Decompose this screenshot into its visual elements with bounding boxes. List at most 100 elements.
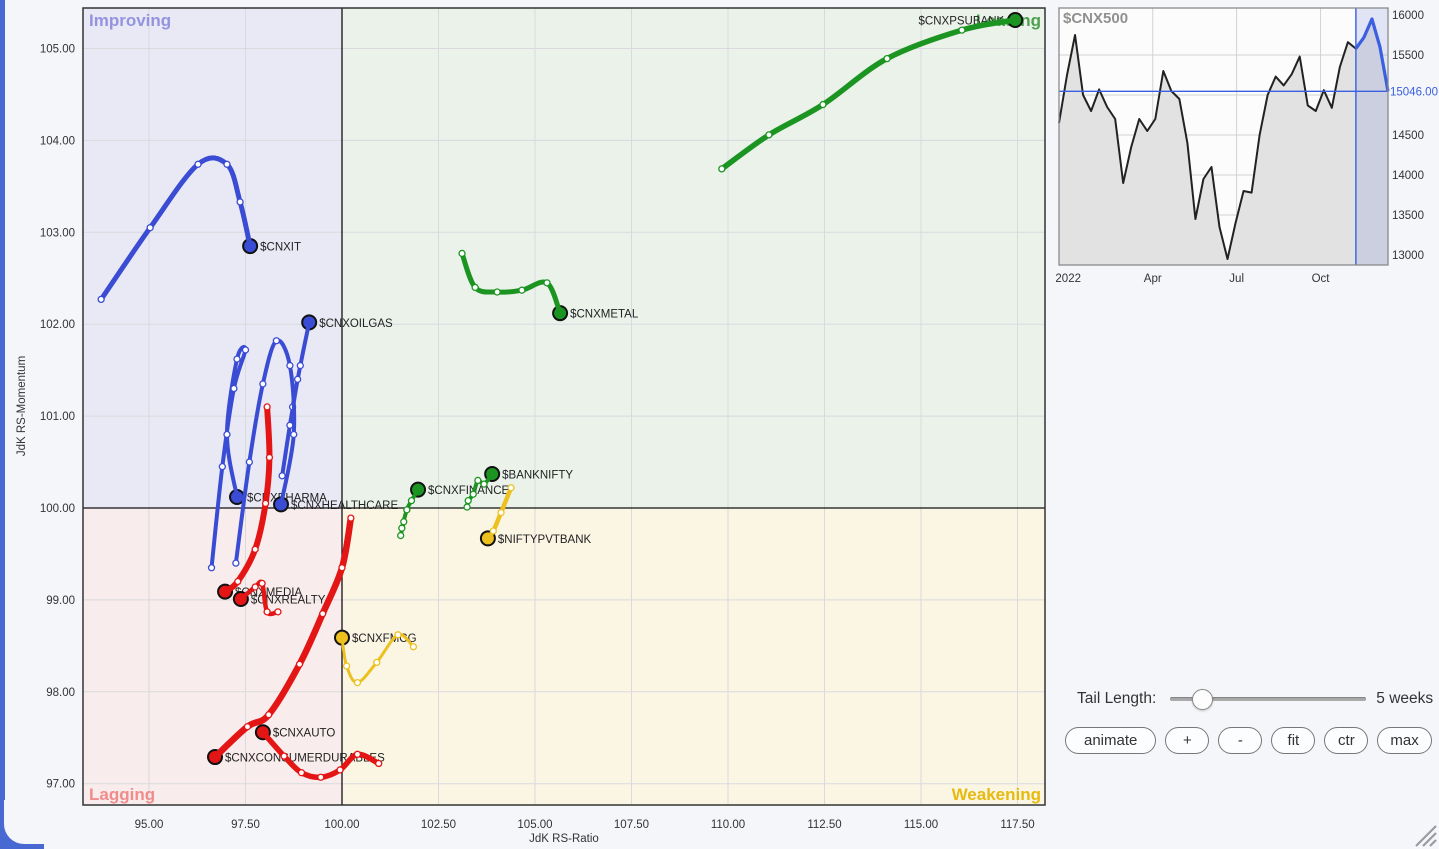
trail-point <box>463 503 471 511</box>
trail-point <box>464 496 472 505</box>
trail-point <box>251 545 259 554</box>
quadrant-leading <box>342 8 1045 508</box>
quadrant-label-weakening: Weakening <box>952 785 1041 804</box>
trail-point <box>241 346 250 354</box>
x-tick-label: 102.50 <box>421 819 456 831</box>
trail-point <box>263 403 271 411</box>
trail-point <box>295 660 304 668</box>
mini-y-tick-label: 13500 <box>1392 210 1424 222</box>
trail-point <box>338 564 346 572</box>
mini-x-tick-label: Apr <box>1144 273 1162 285</box>
mini-area-fill <box>1059 19 1388 265</box>
y-tick-label: 98.00 <box>46 687 75 699</box>
mini-y-tick-label: 13000 <box>1392 250 1424 262</box>
rrg-app-panel: ImprovingLeadingLaggingWeakening$CNXIT$C… <box>5 0 1439 849</box>
trail-point <box>272 337 281 345</box>
symbol-label-$CNXHEALTHCARE: $CNXHEALTHCARE <box>291 500 398 512</box>
trail-point <box>243 723 252 731</box>
center-button[interactable]: ctr <box>1324 727 1369 754</box>
resize-grip-icon[interactable] <box>1412 824 1438 848</box>
mini-y-tick-label: 15500 <box>1392 50 1424 62</box>
x-axis-title: JdK RS-Ratio <box>529 833 599 845</box>
plot-border <box>82 7 1046 806</box>
trail-point <box>286 421 294 429</box>
symbol-label-$CNXREALTY: $CNXREALTY <box>251 594 326 606</box>
zoom-in-button[interactable]: + <box>1165 727 1210 754</box>
slider-thumb[interactable] <box>1191 689 1213 710</box>
tail-length-row: Tail Length: 5 weeks <box>1063 688 1438 710</box>
symbol-label-$CNXAUTO: $CNXAUTO <box>273 728 335 740</box>
trail-point <box>458 249 466 258</box>
quadrant-label-lagging: Lagging <box>89 785 155 804</box>
trail-point <box>718 165 726 173</box>
tail-length-slider[interactable] <box>1170 688 1367 710</box>
trail-point <box>319 610 327 618</box>
tail-length-label: Tail Length: <box>1077 690 1157 707</box>
y-tick-label: 104.00 <box>40 135 75 147</box>
animate-button[interactable]: animate <box>1065 727 1157 754</box>
mini-x-tick-label: Jul <box>1229 273 1244 285</box>
panel-rounded-corner <box>4 800 74 844</box>
y-tick-label: 99.00 <box>46 595 75 607</box>
trail-point <box>394 631 402 639</box>
symbol-label-$NIFTYPVTBANK: $NIFTYPVTBANK <box>498 534 592 546</box>
y-tick-label: 100.00 <box>40 503 75 515</box>
x-tick-label: 97.50 <box>231 819 260 831</box>
trail-point <box>336 766 344 774</box>
symbol-label-$CNXOILGAS: $CNXOILGAS <box>319 318 393 330</box>
tail-length-value: 5 weeks <box>1376 690 1434 707</box>
trail-point <box>398 524 406 532</box>
trail-point <box>474 476 482 485</box>
trail-point <box>265 711 273 719</box>
trail-point <box>207 564 216 572</box>
trail-point <box>373 658 381 667</box>
trail-point <box>375 759 383 768</box>
zoom-out-button[interactable]: - <box>1218 727 1263 754</box>
trail-point <box>230 384 238 393</box>
trail-heads: $CNXIT$CNXOILGAS$CNXPHARMA$CNXHEALTHCARE… <box>207 12 1024 766</box>
tail-window-band[interactable] <box>1355 8 1388 265</box>
trail-point <box>353 678 362 687</box>
trail-point <box>493 288 501 296</box>
trail-point <box>407 496 416 505</box>
trail-point <box>223 430 231 439</box>
y-tick-label: 101.00 <box>40 411 75 423</box>
trail-point <box>883 54 891 63</box>
trail-point <box>765 131 773 139</box>
x-tick-label: 115.00 <box>904 819 938 831</box>
trail-point <box>297 769 306 777</box>
trail-point <box>397 531 405 540</box>
trail-point <box>233 355 241 363</box>
mini-plot-border <box>1058 7 1389 266</box>
quadrant-label-improving: Improving <box>89 11 171 30</box>
trail-point <box>296 361 304 370</box>
trail-point <box>218 462 226 471</box>
y-tick-label: 102.00 <box>40 319 75 331</box>
trail-point <box>265 453 274 462</box>
trail-point <box>232 559 240 567</box>
trail-point <box>280 752 288 760</box>
trail-point <box>507 484 515 492</box>
rrg-rotation-chart[interactable]: ImprovingLeadingLaggingWeakening$CNXIT$C… <box>5 0 1053 849</box>
trail-point <box>400 518 408 526</box>
x-tick-label: 107.50 <box>614 819 649 831</box>
trail-$NIFTYPVTBANK <box>485 485 514 541</box>
mini-tail-line <box>1354 17 1390 92</box>
trail-point <box>347 514 355 522</box>
benchmark-symbol-title: $CNX500 <box>1063 10 1128 27</box>
benchmark-mini-chart[interactable]: 16000 15500 14500 14000 13500 13000 15046.00 20… <box>1053 0 1439 300</box>
trail-point <box>234 577 242 586</box>
x-tick-label: 100.00 <box>324 819 359 831</box>
trail-point <box>480 480 488 488</box>
max-button[interactable]: max <box>1377 727 1432 754</box>
trail-point <box>290 430 298 439</box>
x-tick-label: 110.00 <box>711 819 745 831</box>
trail-point <box>245 458 254 466</box>
fit-button[interactable]: fit <box>1271 727 1316 754</box>
chart-buttons-row: animate + - fit ctr max <box>1065 727 1438 754</box>
mini-y-tick-label: 14000 <box>1392 170 1424 182</box>
x-tick-label: 105.00 <box>517 819 552 831</box>
slider-track[interactable] <box>1170 697 1367 701</box>
x-tick-label: 95.00 <box>135 819 164 831</box>
trail-point <box>261 499 270 508</box>
